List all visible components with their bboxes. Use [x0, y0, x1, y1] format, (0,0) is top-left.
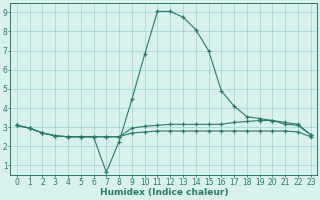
X-axis label: Humidex (Indice chaleur): Humidex (Indice chaleur) [100, 188, 228, 197]
